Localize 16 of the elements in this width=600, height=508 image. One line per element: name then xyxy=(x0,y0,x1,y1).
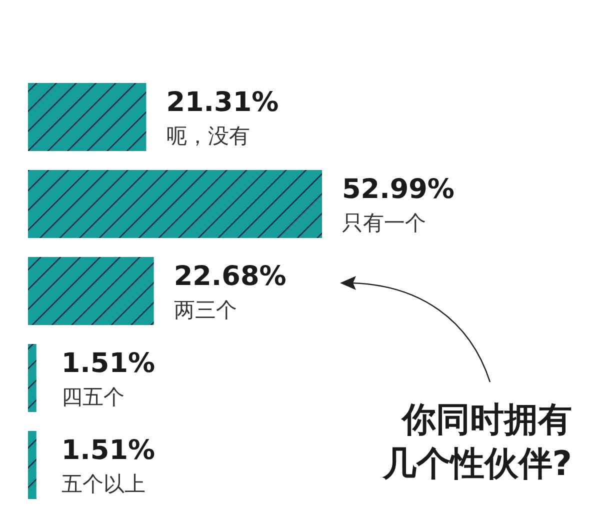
data-label: 1.51% xyxy=(61,435,156,466)
y-tick-label: 两三个 xyxy=(174,298,237,322)
bar xyxy=(28,170,322,238)
data-label: 21.31% xyxy=(166,87,279,118)
y-tick-label: 四五个 xyxy=(61,385,124,409)
y-tick-label: 五个以上 xyxy=(61,472,146,496)
y-tick-label: 只有一个 xyxy=(342,211,426,235)
bar xyxy=(28,83,146,151)
bar xyxy=(28,344,36,412)
bar xyxy=(28,257,154,325)
text: 你同时拥有几个性伙伴? xyxy=(382,399,572,486)
data-label: 22.68% xyxy=(174,261,286,292)
y-tick-label: 呃，没有 xyxy=(166,124,250,148)
data-label: 52.99% xyxy=(342,174,454,205)
bar xyxy=(28,431,36,499)
data-label: 1.51% xyxy=(61,348,156,379)
